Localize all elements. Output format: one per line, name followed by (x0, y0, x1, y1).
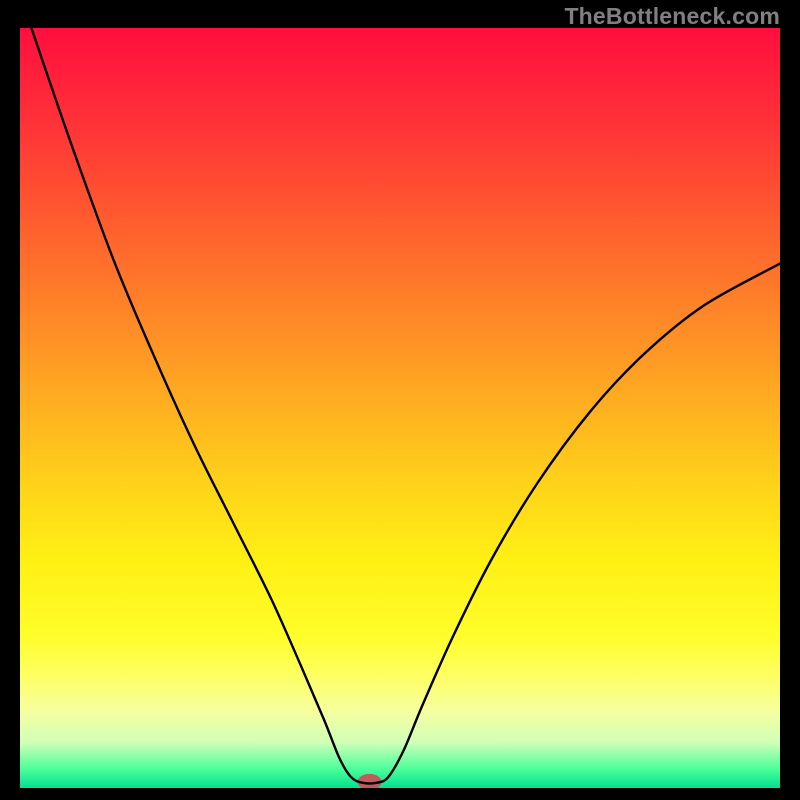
bottleneck-chart (0, 0, 800, 800)
watermark-text: TheBottleneck.com (564, 3, 780, 30)
plot-background (20, 28, 780, 788)
frame-border-bottom (0, 788, 800, 800)
frame-border-left (0, 0, 20, 800)
frame-border-right (780, 0, 800, 800)
